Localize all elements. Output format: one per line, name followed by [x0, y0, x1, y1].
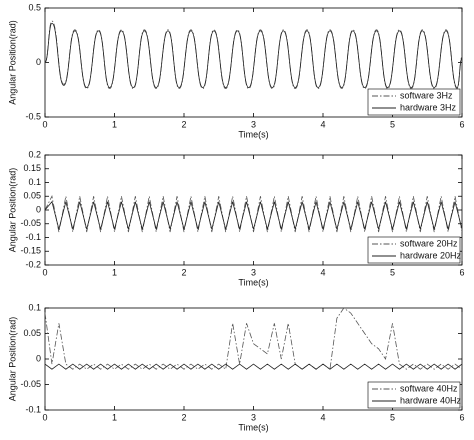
x-tick-label: 6: [459, 119, 464, 129]
legend-box: [367, 381, 461, 409]
x-tick-label: 3: [251, 267, 256, 277]
y-tick-label: 0.1: [28, 302, 41, 312]
x-tick-label: 1: [112, 412, 117, 422]
y-tick-label: -0.1: [25, 404, 41, 414]
legend-label: software 40Hz: [400, 383, 458, 393]
legend-label: hardware 20Hz: [400, 250, 462, 260]
x-axis-label: Time(s): [238, 129, 268, 139]
y-tick-label: -0.1: [25, 232, 41, 242]
x-tick-label: 5: [390, 267, 395, 277]
series-line: [45, 308, 462, 370]
legend: software 20Hz hardware 20Hz: [367, 236, 462, 264]
y-tick-label: 0: [36, 204, 41, 214]
legend-label: hardware 3Hz: [400, 102, 457, 112]
y-tick-label: 0: [36, 57, 41, 67]
x-tick-label: 0: [42, 267, 47, 277]
y-tick-label: -0.15: [20, 246, 41, 256]
x-tick-label: 0: [42, 119, 47, 129]
legend: software 40Hz hardware 40Hz: [367, 381, 462, 409]
series-line: [45, 200, 462, 230]
x-tick-label: 4: [320, 267, 325, 277]
y-tick-label: 0.05: [23, 191, 41, 201]
y-tick-label: -0.5: [25, 111, 41, 121]
x-tick-label: 2: [181, 412, 186, 422]
x-tick-label: 3: [251, 119, 256, 129]
x-tick-label: 5: [390, 412, 395, 422]
x-tick-label: 1: [112, 267, 117, 277]
x-tick-label: 6: [459, 412, 464, 422]
x-tick-label: 1: [112, 119, 117, 129]
subplot: 0 1 2 3 4 5 6 -0.1 -0.05 0 0.05 0.1 Time(s) Angular P…: [7, 302, 464, 432]
x-tick-label: 4: [320, 412, 325, 422]
series-line: [45, 363, 462, 370]
y-tick-label: 0.5: [28, 2, 41, 12]
y-tick-label: -0.05: [20, 379, 41, 389]
y-tick-label: 0.05: [23, 328, 41, 338]
x-tick-label: 4: [320, 119, 325, 129]
x-axis-label: Time(s): [238, 277, 268, 287]
x-axis-label: Time(s): [238, 422, 268, 432]
y-tick-label: 0: [36, 353, 41, 363]
x-tick-label: 6: [459, 267, 464, 277]
y-tick-label: -0.2: [25, 259, 41, 269]
y-tick-label: 0.15: [23, 163, 41, 173]
x-tick-label: 0: [42, 412, 47, 422]
legend-label: hardware 40Hz: [400, 395, 462, 405]
subplot: 0 1 2 3 4 5 6 -0.2 -0.15 -0.1 -0.05 0 0.05 0.1 0.15 0.2…: [7, 149, 464, 287]
y-axis-label: Angular Position(rad): [7, 20, 17, 105]
y-axis-label: Angular Position(rad): [7, 317, 17, 402]
legend-label: software 20Hz: [400, 238, 458, 248]
y-axis-label: Angular Position(rad): [7, 168, 17, 253]
x-tick-label: 2: [181, 267, 186, 277]
legend-box: [367, 236, 461, 264]
y-tick-label: 0.2: [28, 149, 41, 159]
legend-box: [367, 88, 461, 116]
legend: software 3Hz hardware 3Hz: [367, 88, 461, 116]
x-tick-label: 5: [390, 119, 395, 129]
series-line: [45, 22, 462, 88]
x-tick-label: 2: [181, 119, 186, 129]
series-line: [45, 195, 462, 233]
y-tick-label: -0.05: [20, 218, 41, 228]
x-tick-label: 3: [251, 412, 256, 422]
legend-label: software 3Hz: [400, 90, 453, 100]
y-tick-label: 0.1: [28, 177, 41, 187]
